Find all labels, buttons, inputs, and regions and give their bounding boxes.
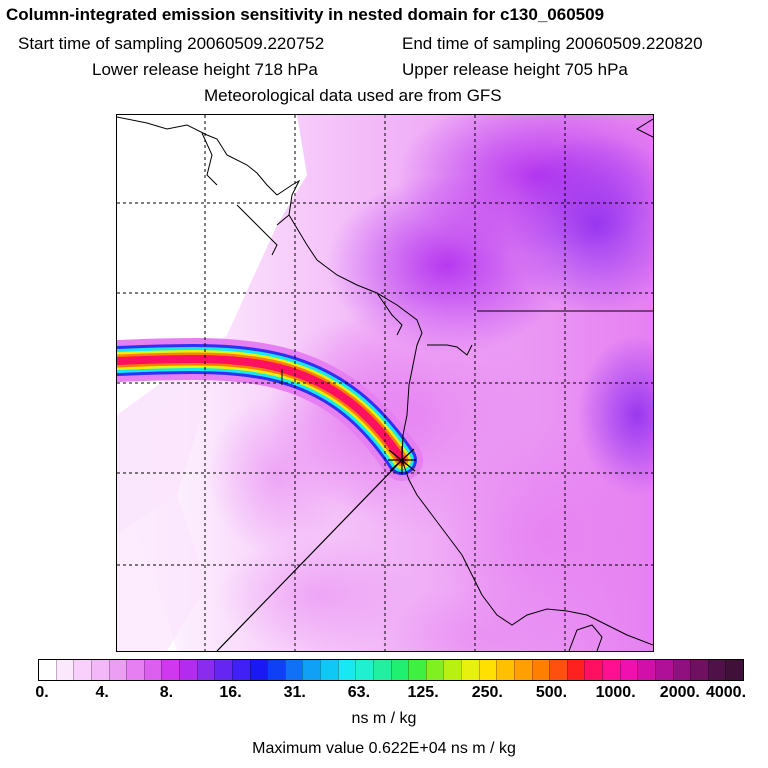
color-scale-segment: [725, 660, 743, 680]
color-scale-tick-label: 0.: [35, 684, 49, 701]
color-scale-segment: [584, 660, 602, 680]
color-scale-segment: [196, 660, 215, 680]
met-data-label: Meteorological data used are from GFS: [204, 86, 502, 105]
map-canvas: [117, 115, 653, 651]
color-scale-tick-label: 500.: [535, 684, 568, 701]
color-scale-tick-label: 125.: [407, 684, 439, 701]
map-title: Column-integrated emission sensitivity i…: [6, 5, 605, 24]
color-scale-segment: [513, 660, 532, 680]
release-track: [216, 446, 416, 651]
color-scale-segment: [478, 660, 497, 680]
color-scale-segment: [73, 660, 91, 680]
color-scale-segment: [619, 660, 638, 680]
color-scale-segment: [55, 660, 74, 680]
color-scale-segment: [231, 660, 250, 680]
color-scale-tick-label: 63.: [347, 684, 371, 701]
color-scale-segment: [108, 660, 127, 680]
color-scale-segment: [408, 660, 426, 680]
color-scale-segment: [549, 660, 567, 680]
color-scale-segment: [337, 660, 356, 680]
lat-lon-grid: [117, 115, 653, 651]
color-scale-segment: [143, 660, 162, 680]
color-scale-segment: [461, 660, 479, 680]
color-scale-segment: [267, 660, 285, 680]
color-scale-segment: [390, 660, 409, 680]
color-scale-segment: [690, 660, 708, 680]
color-scale-tick-label: 1000.: [595, 684, 636, 701]
color-scale-segment: [126, 660, 144, 680]
color-scale-tick-label: 31.: [283, 684, 306, 701]
color-scale-segment: [637, 660, 655, 680]
color-scale-tick-label: 4.: [95, 684, 109, 701]
color-scale-segment: [531, 660, 550, 680]
color-scale-tick-label: 16.: [219, 684, 242, 701]
color-scale-segment: [602, 660, 620, 680]
color-scale-segment: [355, 660, 373, 680]
color-scale-segment: [302, 660, 320, 680]
maximum-value-label: Maximum value 0.622E+04 ns m / kg: [252, 740, 516, 757]
color-scale-segment: [284, 660, 303, 680]
units-label: ns m / kg: [351, 710, 417, 727]
color-scale-tick-label: 8.: [159, 684, 174, 701]
color-scale-segment: [161, 660, 179, 680]
color-scale-segment: [320, 660, 338, 680]
color-scale-segment: [443, 660, 461, 680]
color-scale-segment: [179, 660, 197, 680]
color-scale-segment: [425, 660, 444, 680]
sensitivity-map: [116, 114, 654, 652]
color-scale-segment: [707, 660, 726, 680]
color-scale-segment: [90, 660, 109, 680]
lower-release-label: Lower release height 718 hPa: [92, 60, 318, 79]
end-time-label: End time of sampling 20060509.220820: [402, 34, 703, 53]
color-scale-segment: [214, 660, 232, 680]
color-scale-segment: [372, 660, 391, 680]
color-scale-tick-label: 250.: [471, 684, 503, 701]
color-scale-segment: [496, 660, 514, 680]
color-scale-segment: [672, 660, 691, 680]
color-scale-segment: [39, 660, 56, 680]
color-scale-segment: [654, 660, 673, 680]
color-scale-segment: [566, 660, 585, 680]
color-scale-tick-label: 2000.: [659, 684, 700, 701]
start-time-label: Start time of sampling 20060509.220752: [18, 34, 325, 53]
sensitivity-field: [117, 115, 653, 651]
plume: [117, 337, 423, 481]
color-scale-segment: [249, 660, 268, 680]
color-scale-bar: [38, 659, 744, 681]
upper-release-label: Upper release height 705 hPa: [402, 60, 628, 79]
coastline: [117, 116, 653, 651]
color-scale-tick-label: 4000.: [705, 684, 747, 701]
